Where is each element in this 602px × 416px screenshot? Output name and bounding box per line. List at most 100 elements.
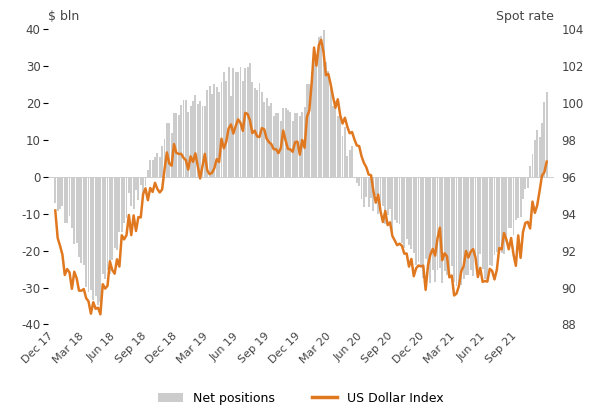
Bar <box>192 101 194 177</box>
Bar <box>306 84 308 177</box>
Bar <box>536 130 538 177</box>
Bar <box>491 177 493 266</box>
Bar <box>154 157 156 177</box>
Bar <box>424 177 427 259</box>
Bar <box>539 137 541 177</box>
Bar <box>164 139 166 177</box>
Bar <box>249 63 251 177</box>
Bar <box>337 116 339 177</box>
Bar <box>313 62 315 177</box>
Bar <box>149 161 151 177</box>
Bar <box>501 177 503 253</box>
Bar <box>522 177 524 199</box>
Bar <box>175 113 178 177</box>
Bar <box>441 177 443 283</box>
Bar <box>489 177 491 265</box>
Bar <box>515 177 517 220</box>
Bar <box>315 63 317 177</box>
Bar <box>180 104 182 177</box>
Bar <box>161 146 163 177</box>
Bar <box>453 177 455 282</box>
Bar <box>444 177 445 270</box>
Bar <box>382 177 384 206</box>
Bar <box>282 108 284 177</box>
Bar <box>401 177 403 243</box>
Bar <box>541 124 543 177</box>
Bar <box>166 123 168 177</box>
Bar <box>470 177 472 270</box>
Bar <box>384 177 386 224</box>
Bar <box>157 153 158 177</box>
Bar <box>87 177 90 292</box>
Bar <box>351 146 353 177</box>
Bar <box>57 177 58 211</box>
Bar <box>81 177 82 263</box>
Bar <box>83 177 85 265</box>
Bar <box>461 177 462 285</box>
Bar <box>303 107 305 177</box>
Bar <box>311 72 312 177</box>
Bar <box>130 177 132 206</box>
Bar <box>377 177 379 214</box>
Bar <box>268 106 270 177</box>
Bar <box>147 169 149 177</box>
Bar <box>482 177 483 269</box>
Bar <box>235 72 237 177</box>
Bar <box>301 111 303 177</box>
Bar <box>107 177 108 270</box>
Bar <box>532 154 533 177</box>
Bar <box>330 85 332 177</box>
Bar <box>95 177 96 296</box>
Bar <box>403 177 405 248</box>
Bar <box>273 116 275 177</box>
Bar <box>242 81 244 177</box>
Text: Spot rate: Spot rate <box>496 10 554 23</box>
Bar <box>185 100 187 177</box>
Bar <box>159 157 161 177</box>
Bar <box>477 177 479 277</box>
Bar <box>59 177 61 209</box>
Bar <box>308 84 310 177</box>
Bar <box>479 177 481 254</box>
Bar <box>396 177 398 223</box>
Bar <box>527 177 529 188</box>
Bar <box>323 30 324 177</box>
Bar <box>135 177 137 190</box>
Bar <box>247 67 249 177</box>
Bar <box>287 110 289 177</box>
Bar <box>363 177 365 207</box>
Bar <box>506 177 507 242</box>
Bar <box>406 177 408 239</box>
Bar <box>335 101 337 177</box>
Bar <box>448 177 450 273</box>
Bar <box>346 156 348 177</box>
Bar <box>254 88 256 177</box>
Bar <box>66 177 68 223</box>
Bar <box>90 177 92 290</box>
Bar <box>494 177 495 255</box>
Bar <box>436 177 438 270</box>
Bar <box>408 177 410 245</box>
Bar <box>197 104 199 177</box>
Bar <box>520 177 521 217</box>
Bar <box>434 177 436 282</box>
Bar <box>126 177 128 218</box>
Bar <box>358 177 360 186</box>
Bar <box>318 37 320 177</box>
Bar <box>213 84 216 177</box>
Bar <box>285 109 287 177</box>
Bar <box>123 177 125 223</box>
Bar <box>209 86 211 177</box>
Bar <box>365 177 367 197</box>
Bar <box>76 177 78 243</box>
Bar <box>228 67 229 177</box>
Bar <box>240 67 241 177</box>
Bar <box>102 177 104 274</box>
Bar <box>144 177 146 186</box>
Bar <box>418 177 420 262</box>
Bar <box>78 177 80 257</box>
Bar <box>474 177 476 265</box>
Bar <box>512 177 515 235</box>
Bar <box>237 72 239 177</box>
Bar <box>256 90 258 177</box>
